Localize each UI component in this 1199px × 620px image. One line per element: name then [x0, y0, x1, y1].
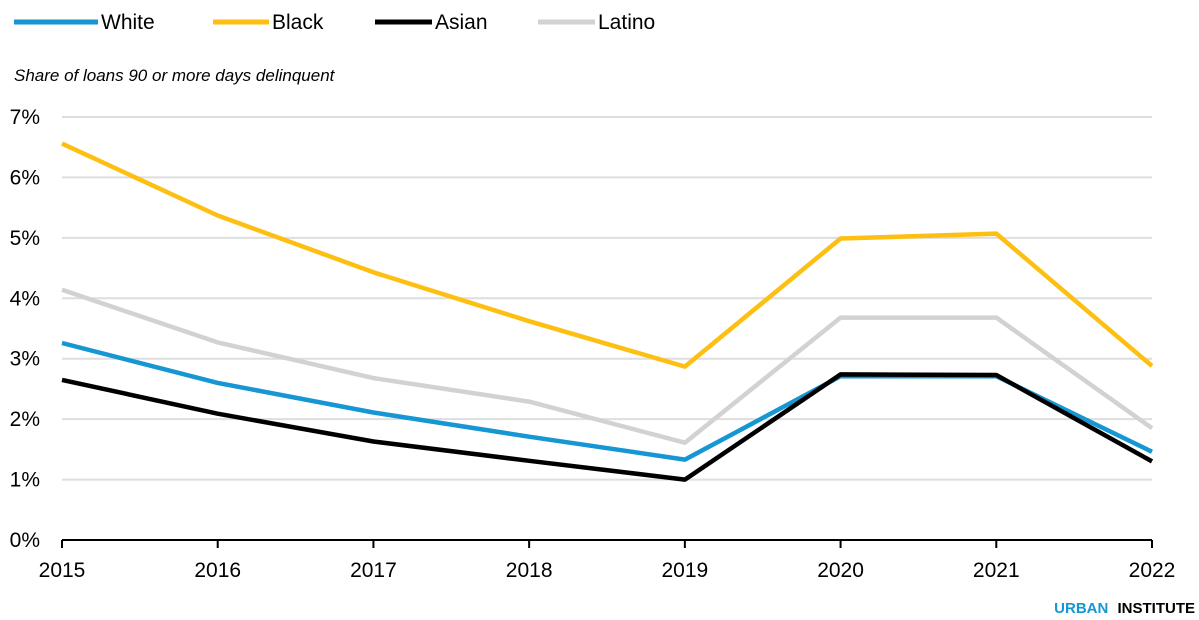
gridlines: [62, 116, 1152, 481]
brand-institute: INSTITUTE: [1118, 600, 1196, 617]
series-lines: [61, 141, 1154, 482]
legend-label-black: Black: [272, 11, 324, 34]
x-tick-label: 2016: [194, 559, 241, 582]
y-tick-label: 4%: [10, 287, 40, 310]
x-tick-label: 2017: [350, 559, 397, 582]
series-line-asian: [61, 372, 1154, 482]
y-tick-label: 7%: [10, 106, 40, 129]
x-tick-label: 2015: [39, 559, 86, 582]
y-tick-label: 5%: [10, 227, 40, 250]
x-tick-label: 2021: [973, 559, 1020, 582]
y-tick-label: 3%: [10, 348, 40, 371]
x-tick-label: 2018: [506, 559, 553, 582]
legend-label-latino: Latino: [598, 11, 655, 34]
y-tick-label: 2%: [10, 408, 40, 431]
brand-logo: URBAN INSTITUTE: [1054, 600, 1195, 617]
x-tick-labels: 2015 2016 2017 2018 2019 2020 2021 2022: [39, 559, 1176, 582]
axes: [61, 539, 1153, 548]
chart-subtitle: Share of loans 90 or more days delinquen…: [14, 66, 336, 85]
legend: White Black Asian Latino: [14, 11, 655, 34]
y-tick-label: 6%: [10, 166, 40, 189]
y-tick-label: 1%: [10, 469, 40, 492]
legend-label-white: White: [101, 11, 155, 34]
series-line-latino: [61, 287, 1154, 445]
series-line-black: [61, 141, 1154, 369]
y-tick-labels: 0% 1% 2% 3% 4% 5% 6% 7%: [10, 106, 40, 552]
brand-urban: URBAN: [1054, 600, 1108, 617]
series-line-white: [61, 340, 1153, 462]
x-tick-label: 2019: [661, 559, 708, 582]
x-tick-label: 2020: [817, 559, 864, 582]
legend-label-asian: Asian: [435, 11, 488, 34]
y-tick-label: 0%: [10, 529, 40, 552]
x-tick-label: 2022: [1129, 559, 1176, 582]
